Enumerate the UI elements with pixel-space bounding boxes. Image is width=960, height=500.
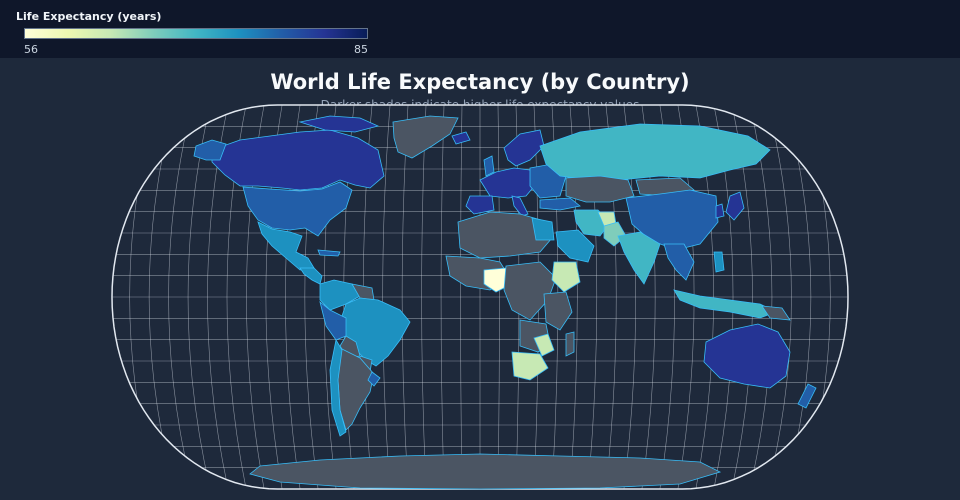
country-india[interactable] <box>617 231 661 285</box>
country-papua[interactable] <box>761 305 791 321</box>
country-zimbabwe[interactable] <box>533 333 555 357</box>
country-canada-islands[interactable] <box>298 115 380 133</box>
country-china[interactable] <box>625 189 719 251</box>
country-spain[interactable] <box>465 195 495 215</box>
country-usa[interactable] <box>242 181 353 237</box>
legend-min-label: 56 <box>24 43 38 56</box>
country-canada[interactable] <box>211 129 385 191</box>
legend-max-label: 85 <box>354 43 368 56</box>
country-uruguay[interactable] <box>367 371 381 387</box>
country-italy[interactable] <box>511 195 529 217</box>
map-title: World Life Expectancy (by Country) <box>270 70 690 94</box>
legend-panel: Life Expectancy (years) 56 85 <box>0 0 960 58</box>
country-philippines[interactable] <box>713 251 725 273</box>
country-south-africa[interactable] <box>511 351 549 381</box>
graticule <box>112 105 848 489</box>
country-southeast-asia[interactable] <box>663 243 695 281</box>
country-north-africa[interactable] <box>457 211 553 259</box>
country-madagascar[interactable] <box>565 331 575 357</box>
country-new-zealand[interactable] <box>797 383 817 409</box>
country-iceland[interactable] <box>451 131 471 145</box>
country-scandinavia[interactable] <box>503 129 545 167</box>
country-korea[interactable] <box>715 203 725 219</box>
country-saudi-arabia[interactable] <box>555 229 595 263</box>
country-colombia[interactable] <box>319 279 361 311</box>
country-russia[interactable] <box>539 123 771 181</box>
country-egypt[interactable] <box>531 217 555 241</box>
country-antarctica[interactable] <box>249 453 722 490</box>
country-australia[interactable] <box>703 323 791 389</box>
country-mexico[interactable] <box>257 221 315 271</box>
country-uk[interactable] <box>483 155 495 177</box>
country-ethiopia[interactable] <box>551 261 581 293</box>
legend-colorbar <box>24 28 368 39</box>
country-greenland[interactable] <box>392 115 459 159</box>
country-east-africa[interactable] <box>543 291 573 331</box>
legend-title: Life Expectancy (years) <box>16 10 162 23</box>
countries[interactable] <box>193 115 817 490</box>
country-kazakhstan[interactable] <box>565 175 635 203</box>
country-turkey[interactable] <box>539 197 581 211</box>
country-central-africa[interactable] <box>503 261 557 321</box>
country-chile[interactable] <box>329 338 347 437</box>
country-japan[interactable] <box>725 191 745 221</box>
country-cuba[interactable] <box>317 249 341 257</box>
country-usa-alaska[interactable] <box>193 139 227 161</box>
